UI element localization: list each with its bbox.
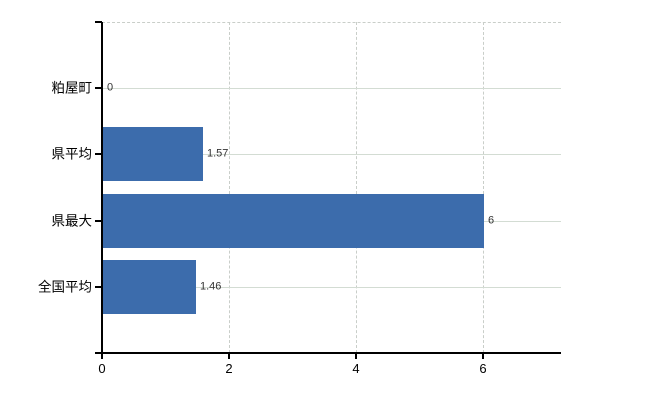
x-tick-label: 6	[479, 361, 487, 376]
x-axis-line	[95, 352, 561, 354]
category-label: 県平均	[51, 146, 93, 162]
row-gridline	[103, 154, 561, 155]
value-label: 0	[107, 81, 114, 94]
row-gridline	[103, 88, 561, 89]
x-axis-tick	[228, 354, 230, 359]
value-label: 1.57	[207, 147, 229, 160]
bar	[103, 194, 484, 248]
y-axis-tick	[95, 220, 102, 222]
bar	[103, 127, 203, 181]
value-label: 6	[488, 214, 495, 227]
x-gridline	[356, 22, 357, 353]
x-axis-tick	[482, 354, 484, 359]
y-axis-tick	[95, 153, 102, 155]
x-tick-label: 4	[352, 361, 360, 376]
y-axis-tick	[95, 87, 102, 89]
x-axis-tick	[355, 354, 357, 359]
y-axis-line	[101, 22, 103, 354]
plot-top-border	[102, 22, 561, 23]
bar	[103, 260, 196, 314]
row-gridline	[103, 287, 561, 288]
x-gridline	[229, 22, 230, 353]
category-label: 全国平均	[38, 279, 92, 295]
x-tick-label: 0	[98, 361, 106, 376]
value-label: 1.46	[200, 280, 222, 293]
category-label: 県最大	[51, 213, 93, 229]
y-axis-top-tick	[95, 21, 102, 23]
category-label: 粕屋町	[51, 80, 93, 96]
x-axis-tick	[101, 354, 103, 359]
y-axis-tick	[95, 286, 102, 288]
x-tick-label: 2	[225, 361, 233, 376]
x-gridline	[483, 22, 484, 353]
